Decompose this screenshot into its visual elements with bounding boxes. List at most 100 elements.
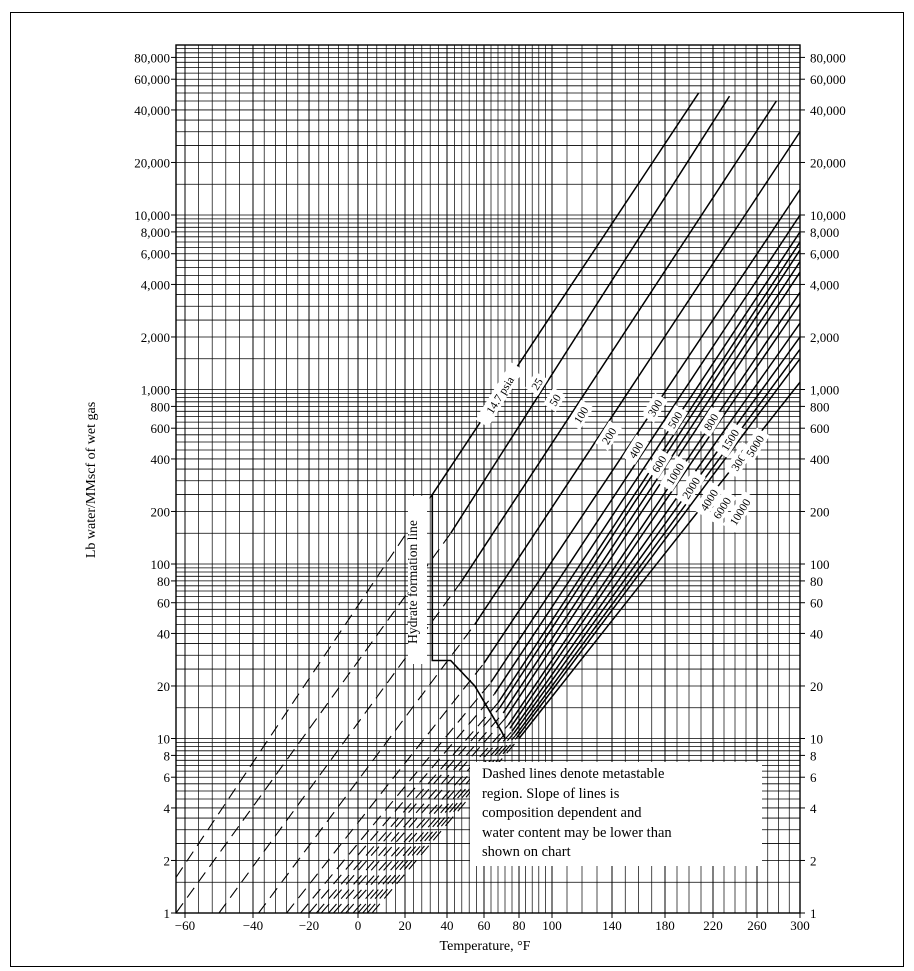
note-line: water content may be lower than [482,824,672,841]
y-tick-label: 20,000 [810,155,846,170]
pressure-label-background [722,490,757,533]
y-tick-label: 100 [151,557,171,572]
series-line [431,92,700,495]
pressure-label-background [661,404,688,435]
series-line [461,100,777,582]
note-line: composition dependent and [482,805,642,821]
y-tick-label: 400 [151,452,171,467]
series-line [513,336,801,734]
pressure-labels: 14.7 psia 2550100200300400500600800100015… [475,362,770,533]
y-tick-label: 8 [164,748,171,763]
y-tick-label: 20 [810,679,823,694]
hydrate-formation-line [408,494,506,739]
y-tick-label: 80,000 [810,50,846,65]
y-tick-label: 60 [810,596,823,611]
x-tick-label: 20 [399,918,412,933]
x-tick-label: 40 [441,918,454,933]
series-line-dashed [258,624,476,914]
y-tick-label: 1,000 [141,383,170,398]
y-tick-label: 10,000 [810,208,846,223]
pressure-label-background [525,371,549,397]
series-line-dashed [286,662,485,914]
hydrate-label-background [408,496,427,664]
x-tick-label: 260 [747,918,767,933]
series-line-dashed [175,494,433,878]
y-tick-label: 1,000 [810,383,839,398]
pressure-label-background [475,362,524,428]
pressure-label-background [714,421,745,458]
y-tick-label: 1 [810,906,817,921]
y-tick-label: 60,000 [134,72,170,87]
series-line-dashed [345,727,511,914]
pressure-label-background [543,387,567,413]
pressure-label-background [641,392,668,423]
y-tick-label: 40 [157,626,170,641]
series-line [502,261,801,714]
y-tick-label: 100 [810,557,830,572]
pressure-label-background [706,489,737,526]
series-line [509,303,801,729]
pressure-label-background [693,481,724,518]
x-tick-label: 0 [355,918,362,933]
y-tick-label: 60,000 [810,72,846,87]
y-tick-label: 800 [810,399,830,414]
pressure-label-group: 14.7 psia [475,362,524,428]
plot-border [175,44,801,914]
y-tick-label: 4,000 [141,277,170,292]
series-line [504,271,801,720]
series-line [511,322,801,732]
x-axis-title: Temperature, °F [440,939,531,954]
y-tick-label: 80 [810,574,823,589]
x-tick-label: 220 [703,918,723,933]
y-tick-label: 10 [810,732,823,747]
pressure-label-background [739,427,770,464]
y-axis-title: Lb water/MMscf of wet gas [84,402,99,558]
pressure-label-background [622,434,649,465]
x-tick-label: −20 [299,918,319,933]
x-tick-label: 180 [655,918,675,933]
x-tick-label: 300 [790,918,810,933]
pressure-label-group: 25 [525,371,549,397]
y-tick-label: 6,000 [810,247,839,262]
x-tick-labels: −60 −40 −20 0 20 40 60 80 100 140 180 220 260 300 [175,913,810,933]
y-tick-label: 200 [151,504,171,519]
series-line [483,189,801,664]
y-tick-label: 6 [164,770,171,785]
series-line [499,249,801,709]
y-tick-label: 20 [157,679,170,694]
plot-area-border [175,44,801,914]
y-tick-label: 600 [810,421,830,436]
y-tick-label: 20,000 [134,155,170,170]
y-tick-label: 40,000 [810,103,846,118]
y-tick-label: 400 [810,452,830,467]
y-tick-label: 4 [164,801,171,816]
y-tick-label: 2 [164,853,171,868]
pressure-label-background [645,448,672,479]
pressure-label-background [697,406,724,437]
y-tick-label: 8,000 [141,225,170,240]
note-line: shown on chart [482,844,571,860]
y-tick-label: 2,000 [141,330,170,345]
note-line: region. Slope of lines is [482,785,620,802]
y-tick-label: 60 [157,596,170,611]
metastable-note-box: Dashed lines denote metastable region. S… [470,762,762,866]
series-line [490,214,801,683]
y-tick-label: 8,000 [810,225,839,240]
x-tick-label: 140 [602,918,622,933]
y-tick-label: 2 [810,853,817,868]
y-tick-label: 2,000 [810,330,839,345]
x-tick-label: 60 [478,918,491,933]
y-tick-label: 1 [164,906,171,921]
series-line [514,348,801,736]
pressure-label-background [675,469,706,506]
y-tick-label: 80 [157,574,170,589]
series-line-dashed [308,693,495,914]
series-line-dashed [352,730,513,914]
x-tick-label: −60 [175,918,195,933]
y-tick-label: 4,000 [810,277,839,292]
y-tick-label: 40 [810,626,823,641]
series-line-dashed [328,712,504,914]
